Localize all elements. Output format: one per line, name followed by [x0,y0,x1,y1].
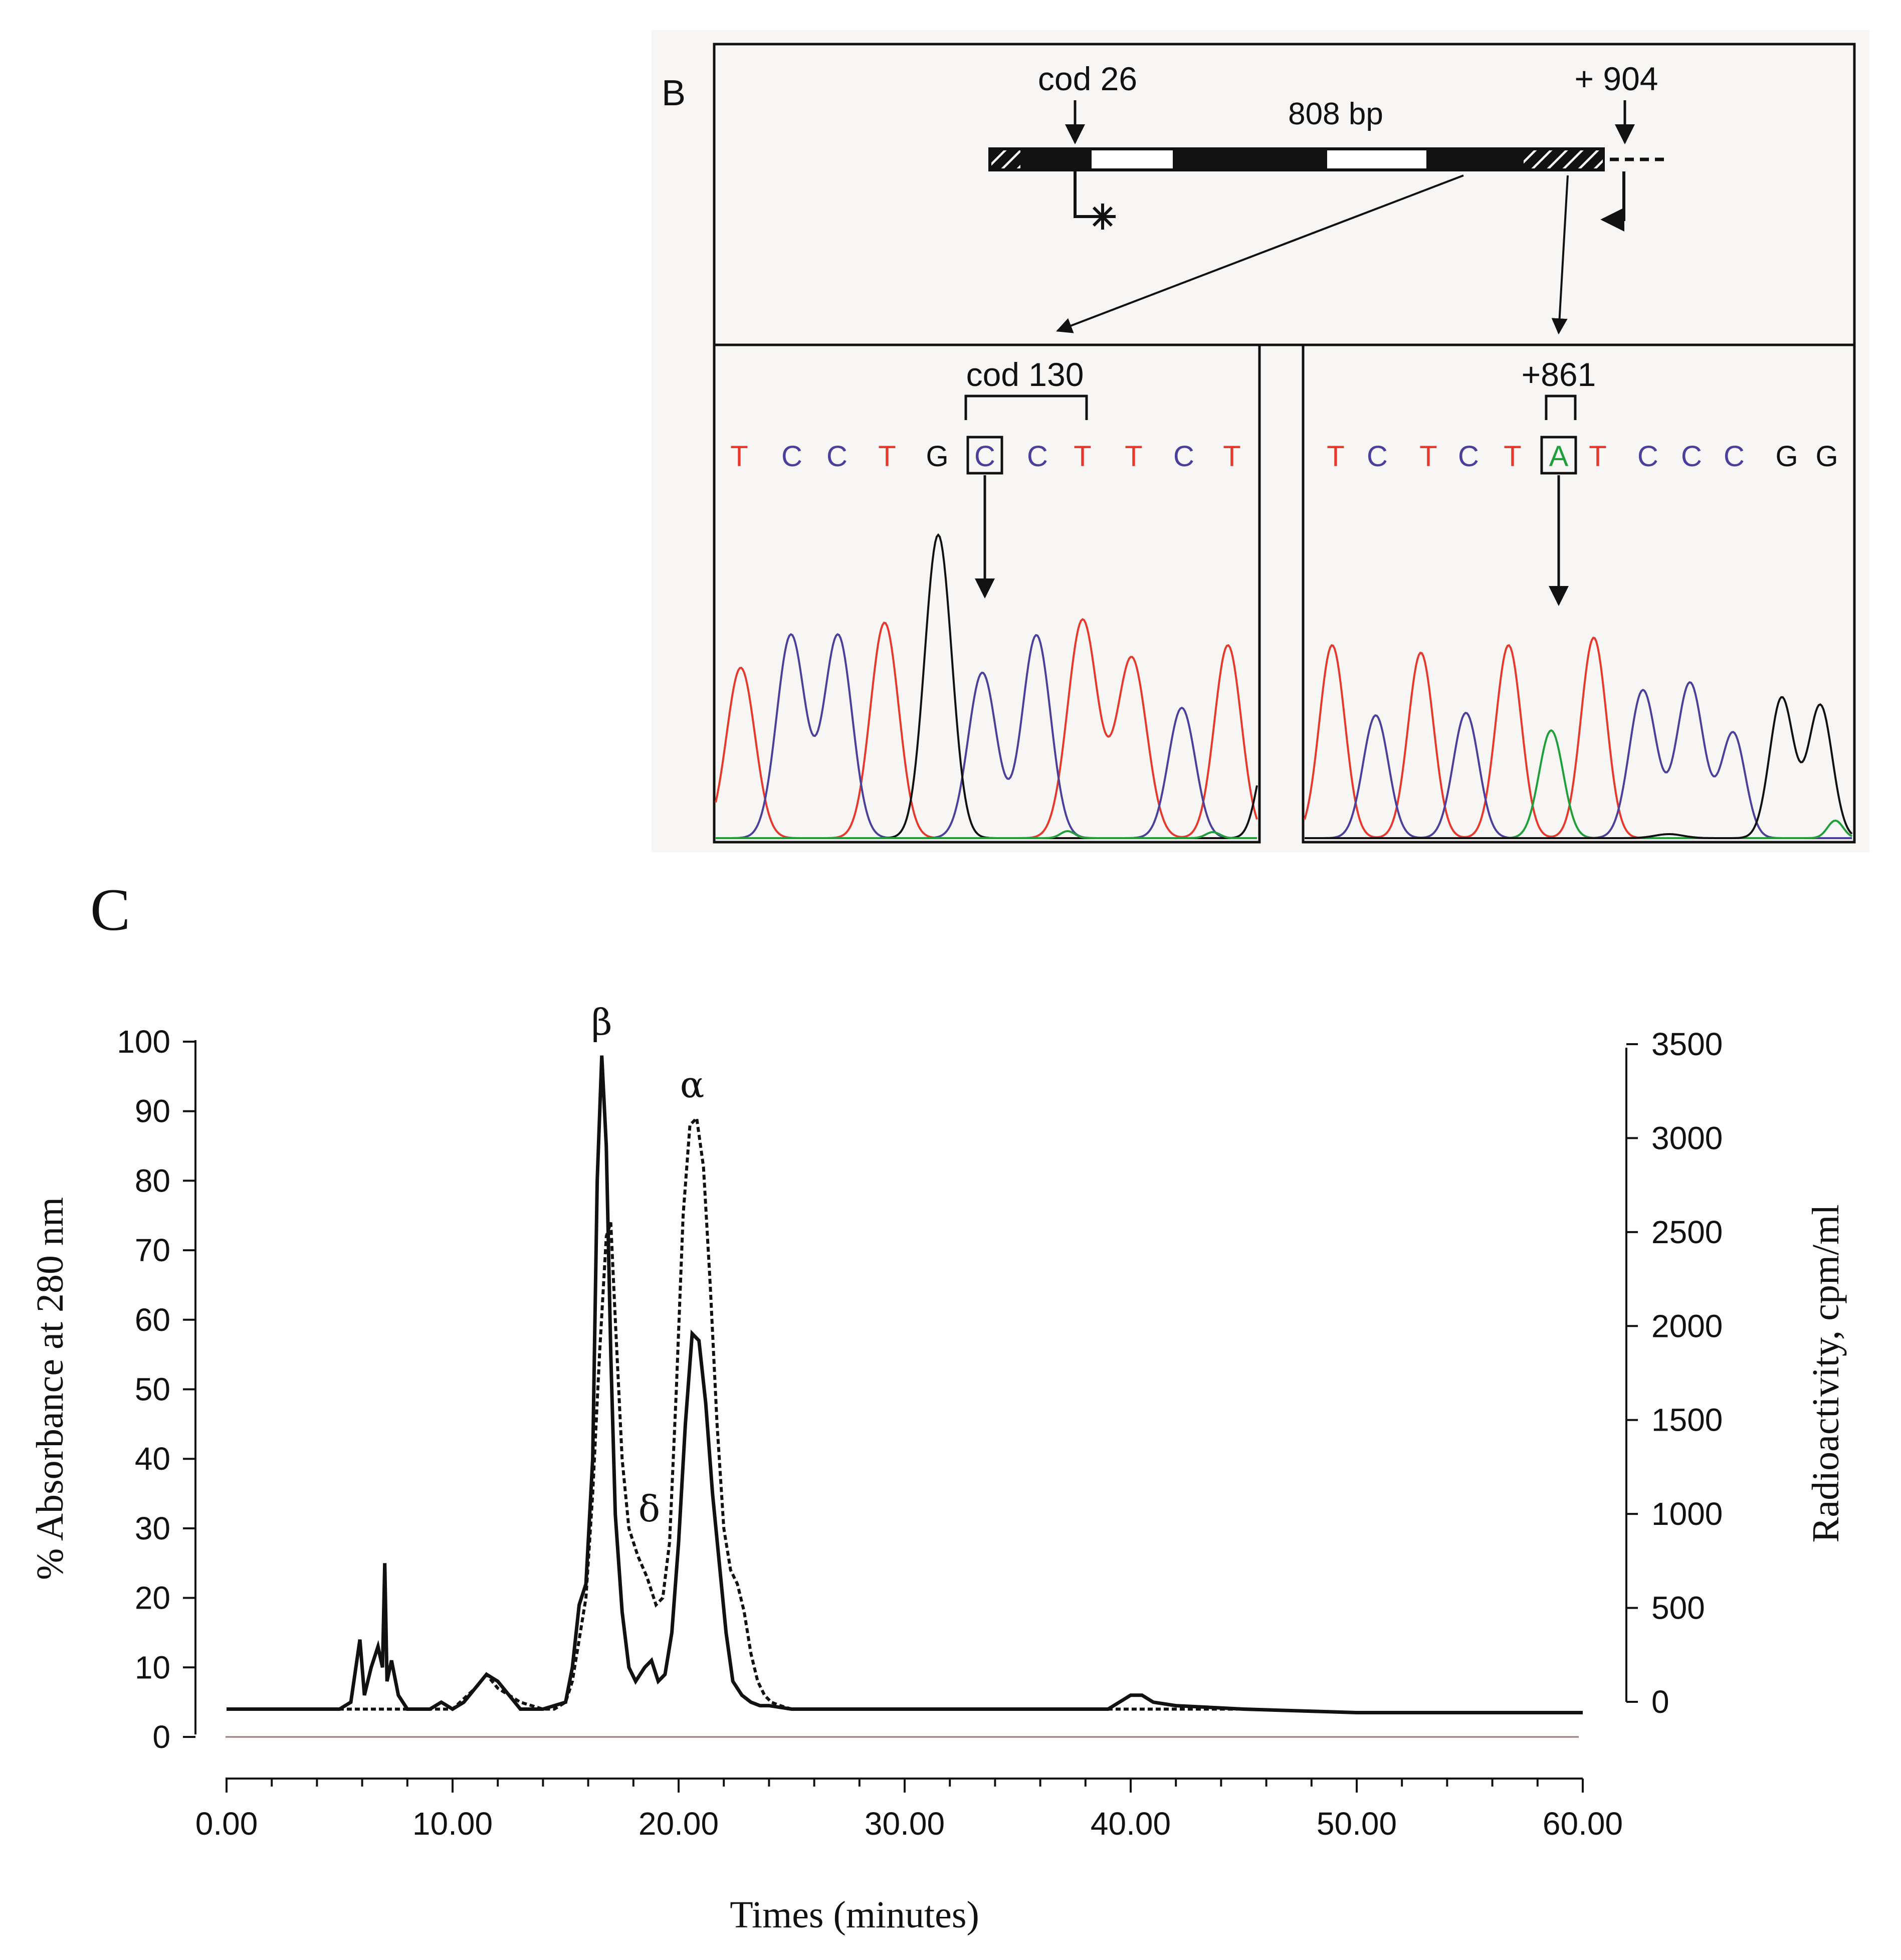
y2-ticks: 0 500 1000 1500 2000 2500 3000 3500 [1626,1026,1723,1720]
right-base-2: T [1419,440,1437,473]
chromatogram-chart: 0 10 20 30 40 50 60 70 80 90 100 0 500 1000 1500 2000 2… [29,1001,1847,1936]
x-tick-label: 20.00 [639,1806,719,1842]
intron-2 [1327,150,1426,168]
left-base-7: T [1074,440,1091,473]
panel-b: B cod 26 808 bp + 904 [652,30,1869,852]
right-peaks [1304,636,1853,839]
left-base-4: G [926,440,948,473]
right-base-6: T [1589,440,1606,473]
y-tick-label: 50 [135,1371,170,1408]
right-base-8: C [1681,440,1702,473]
right-highlight-box [1540,436,1577,475]
x-tick-label: 40.00 [1091,1806,1171,1842]
right-base-5: A [1549,440,1569,473]
zoom-arrow-right [1551,175,1569,335]
position-label: +861 [1522,356,1596,393]
y-ticks: 0 10 20 30 40 50 60 70 80 90 100 [117,1024,195,1755]
x-ticks: 0.00 10.00 20.00 30.00 40.00 50.00 60.00 [195,1779,1623,1842]
x-tick-label: 30.00 [865,1806,945,1842]
left-base-3: T [878,440,896,473]
x-tick-label: 50.00 [1317,1806,1397,1842]
codon-label: cod 130 [966,356,1084,393]
y2-tick-label: 2000 [1651,1308,1723,1344]
y-tick-label: 40 [135,1441,170,1477]
y2-axis-title: Radioactivity, cpm/ml [1805,1205,1847,1543]
left-base-1: C [781,440,802,473]
left-base-0: T [730,440,748,473]
y2-tick-label: 1000 [1651,1496,1723,1532]
length-label: 808 bp [1288,97,1383,131]
left-base-6: C [1027,440,1048,473]
gene-map-box [713,43,1856,346]
chromatogram-left-box [713,343,1261,844]
y-tick-label: 20 [135,1580,170,1616]
right-base-4: T [1504,440,1521,473]
position-bracket [1545,395,1577,420]
hatched-region-5prime [991,150,1020,168]
zoom-arrow-left [1056,174,1464,333]
y-tick-label: 60 [135,1302,170,1338]
x-axis-title: Times (minutes) [730,1894,979,1936]
right-base-10: G [1775,440,1798,473]
cod26-label: cod 26 [1038,60,1137,97]
chromatogram-right-box [1302,343,1856,844]
right-base-11: G [1815,440,1838,473]
left-highlight-box [966,436,1003,475]
left-trace-A [716,830,1257,839]
x-tick-label: 10.00 [412,1806,493,1842]
peak-label: α [680,1064,705,1106]
gene-bar [988,147,1664,171]
y2-tick-label: 0 [1651,1684,1669,1720]
peak-label: β [591,1001,612,1043]
star-icon [1090,204,1116,230]
y-tick-label: 100 [117,1024,170,1060]
y-tick-label: 70 [135,1232,170,1268]
peak-labels: β δ α [591,1001,705,1530]
left-base-10: T [1223,440,1240,473]
y-tick-label: 80 [135,1162,170,1199]
right-base-7: C [1637,440,1658,473]
panel-b-label: B [662,73,686,113]
y-tick-label: 90 [135,1093,170,1129]
y2-tick-label: 3000 [1651,1120,1723,1156]
x-tick-label: 60.00 [1543,1806,1623,1842]
y2-tick-label: 500 [1651,1590,1705,1626]
series-radioactivity-solid [227,1055,1583,1714]
y2-tick-label: 1500 [1651,1402,1723,1438]
left-base-9: C [1173,440,1194,473]
right-base-9: C [1724,440,1745,473]
panel-c: C 0 10 20 30 40 50 60 70 80 90 100 0 500 1000 1500 200… [29,876,1847,1936]
right-base-3: C [1458,440,1479,473]
y-tick-label: 0 [152,1719,170,1755]
y-axis-title: % Absorbance at 280 nm [29,1197,71,1580]
left-trace-C [716,633,1257,839]
y2-tick-label: 2500 [1651,1214,1723,1250]
y2-tick-label: 3500 [1651,1026,1723,1062]
left-base-2: C [826,440,848,473]
peak-label: δ [639,1488,660,1530]
right-base-1: C [1367,440,1388,473]
y-tick-label: 30 [135,1510,170,1546]
x-tick-label: 0.00 [195,1806,258,1842]
left-base-8: T [1125,440,1142,473]
intron-1 [1092,150,1173,168]
series-absorbance-dashed [227,1115,1583,1714]
right-trace-G [1305,696,1853,839]
right-base-0: T [1327,440,1344,473]
hatched-region-3prime [1524,150,1603,168]
codon-bracket [964,395,1088,420]
pos904-label: + 904 [1575,60,1658,97]
panel-c-label: C [90,876,130,943]
reverse-primer [1600,171,1625,232]
left-base-5: C [974,440,995,473]
y-tick-label: 10 [135,1649,170,1685]
left-peaks [715,533,1258,839]
